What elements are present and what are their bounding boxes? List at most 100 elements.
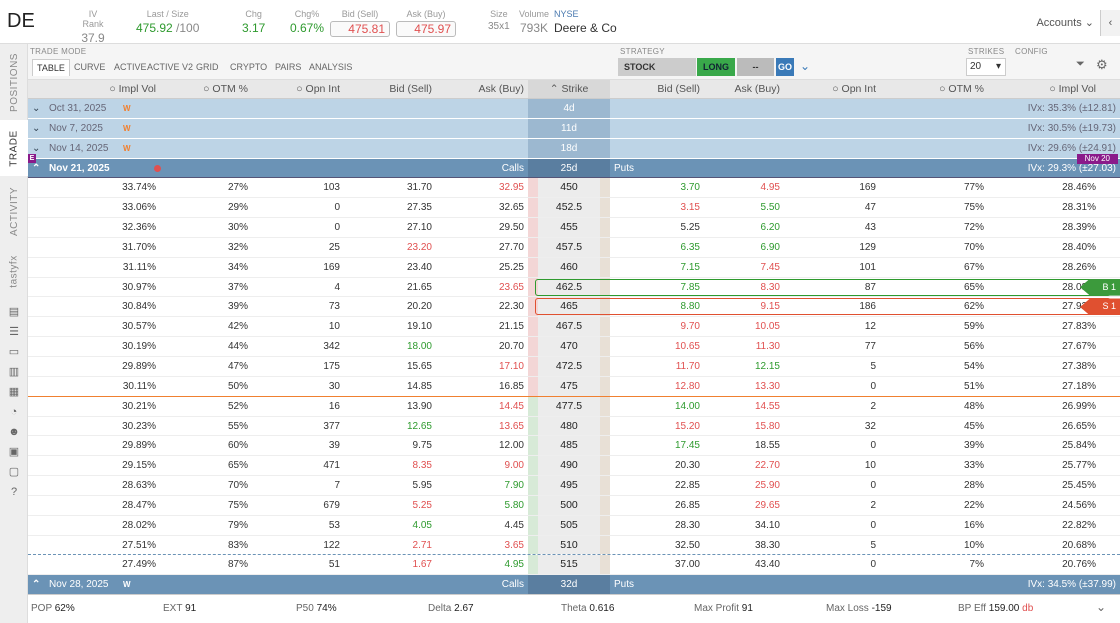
put-ask-cell[interactable]: 5.50 (760, 202, 780, 214)
call-bid-cell[interactable]: 27.10 (406, 222, 432, 234)
call-ask-cell[interactable]: 17.10 (498, 360, 524, 372)
put-bid-cell[interactable]: 12.80 (674, 380, 700, 392)
call-bid-cell[interactable]: 20.20 (406, 301, 432, 313)
col-call-oi[interactable]: ○ Opn Int (296, 83, 340, 95)
put-ask-cell[interactable]: 10.05 (754, 321, 780, 333)
put-bid-cell[interactable]: 5.25 (680, 222, 700, 234)
option-row[interactable]: 33.06% 29% 0 27.35 32.65 3.15 5.50 47 75% 28.31% 4… (28, 198, 1120, 219)
put-bid-cell[interactable]: 8.80 (680, 301, 700, 313)
filter-icon[interactable]: ⏷ (1076, 58, 1085, 70)
put-bid-cell[interactable]: 7.85 (680, 281, 700, 293)
put-bid-cell[interactable]: 3.70 (680, 182, 700, 194)
put-ask-cell[interactable]: 34.10 (754, 519, 780, 531)
put-bid-cell[interactable]: 17.45 (674, 440, 700, 452)
put-ask-cell[interactable]: 13.30 (754, 380, 780, 392)
put-ask-cell[interactable]: 6.20 (760, 222, 780, 234)
chevron-down-icon[interactable]: ⌄ (1095, 600, 1106, 614)
tab-trade[interactable]: TRADE (0, 120, 28, 176)
put-bid-cell[interactable]: 6.35 (680, 241, 700, 253)
option-row[interactable]: 33.74% 27% 103 31.70 32.95 3.70 4.95 169 77% 28.4… (28, 178, 1120, 199)
tab-analysis[interactable]: ANALYSIS (309, 62, 353, 72)
call-ask-cell[interactable]: 14.45 (498, 400, 524, 412)
symbol[interactable]: DE (7, 10, 35, 32)
call-bid-cell[interactable]: 2.71 (412, 539, 432, 551)
option-row[interactable]: 32.36% 30% 0 27.10 29.50 5.25 6.20 43 72% 28.39% 4… (28, 218, 1120, 238)
put-ask-cell[interactable]: 4.95 (760, 182, 780, 194)
col-put-impl-vol[interactable]: ○ Impl Vol (1049, 83, 1096, 95)
direction-toggle[interactable]: -- (737, 58, 774, 76)
put-bid-cell[interactable]: 9.70 (680, 321, 700, 333)
option-row[interactable]: 29.89% 60% 39 9.75 12.00 17.45 18.55 0 39% 25.84%… (28, 436, 1120, 457)
put-bid-cell[interactable]: 37.00 (674, 559, 700, 571)
put-ask-cell[interactable]: 8.30 (760, 281, 780, 293)
call-bid-cell[interactable]: 5.95 (412, 480, 432, 492)
call-ask-cell[interactable]: 16.85 (498, 380, 524, 392)
put-ask-cell[interactable]: 22.70 (754, 460, 780, 472)
buy-leg-tag[interactable]: B 1 (1080, 278, 1120, 296)
col-call-bid[interactable]: Bid (Sell) (389, 83, 432, 95)
col-put-oi[interactable]: ○ Opn Int (832, 83, 876, 95)
call-bid-cell[interactable]: 21.65 (406, 281, 432, 293)
call-bid-cell[interactable]: 8.35 (412, 460, 432, 472)
put-bid-cell[interactable]: 32.50 (674, 539, 700, 551)
put-bid-cell[interactable]: 10.65 (674, 341, 700, 353)
put-ask-cell[interactable]: 29.65 (754, 499, 780, 511)
tab-grid[interactable]: GRID (196, 62, 219, 72)
option-row[interactable]: 29.89% 47% 175 15.65 17.10 11.70 12.15 5 54% 27.3… (28, 356, 1120, 377)
put-bid-cell[interactable]: 15.20 (674, 420, 700, 432)
call-bid-cell[interactable]: 4.05 (412, 519, 432, 531)
call-ask-cell[interactable]: 13.65 (498, 420, 524, 432)
put-ask-cell[interactable]: 14.55 (754, 400, 780, 412)
put-ask-cell[interactable]: 38.30 (754, 539, 780, 551)
call-bid-cell[interactable]: 18.00 (406, 341, 432, 353)
option-row[interactable]: 27.51% 83% 122 2.71 3.65 32.50 38.30 5 10% 20.68%… (28, 535, 1120, 556)
option-row[interactable]: 30.21% 52% 16 13.90 14.45 14.00 14.55 2 48% 26.99… (28, 396, 1120, 417)
call-ask-cell[interactable]: 7.90 (504, 480, 524, 492)
col-strike[interactable]: ⌃ Strike (528, 80, 610, 98)
call-ask-cell[interactable]: 20.70 (498, 341, 524, 353)
go-button[interactable]: GO (776, 58, 794, 76)
long-button[interactable]: LONG (697, 58, 735, 76)
put-ask-cell[interactable]: 9.15 (760, 301, 780, 313)
call-bid-cell[interactable]: 23.20 (406, 241, 432, 253)
put-ask-cell[interactable]: 43.40 (754, 559, 780, 571)
col-put-bid[interactable]: Bid (Sell) (657, 83, 700, 95)
news-icon[interactable]: ▣ (8, 446, 20, 458)
tab-pairs[interactable]: PAIRS (275, 62, 302, 72)
chart-icon[interactable]: ▥ (8, 366, 20, 378)
grid-icon[interactable]: ▦ (8, 386, 20, 398)
col-call-ask[interactable]: Ask (Buy) (478, 83, 524, 95)
expiration-row-open[interactable]: ⌃ Nov 21, 2025 E Calls 25d Puts IVx: 29.… (28, 153, 1120, 179)
call-ask-cell[interactable]: 32.65 (498, 202, 524, 214)
list-icon[interactable]: ☰ (9, 326, 19, 338)
col-call-impl-vol[interactable]: ○ Impl Vol (109, 83, 156, 95)
chevron-down-icon[interactable]: ⌄ (800, 59, 811, 73)
option-row[interactable]: 28.63% 70% 7 5.95 7.90 22.85 25.90 0 28% 25.45% 49… (28, 476, 1120, 496)
call-ask-cell[interactable]: 25.25 (498, 261, 524, 273)
ask-button[interactable]: 475.97 (396, 21, 456, 37)
option-row[interactable]: 31.70% 32% 25 23.20 27.70 6.35 6.90 129 70% 28.40… (28, 237, 1120, 258)
expiration-row-next[interactable]: ⌃ Nov 28, 2025 W Calls 32d Puts IVx: 34.… (28, 575, 1120, 596)
put-ask-cell[interactable]: 7.45 (760, 261, 780, 273)
help-icon[interactable]: ? (10, 486, 18, 498)
sell-leg-tag[interactable]: S 1 (1080, 298, 1120, 316)
tab-crypto[interactable]: CRYPTO (230, 62, 268, 72)
call-bid-cell[interactable]: 1.67 (412, 559, 432, 571)
put-bid-cell[interactable]: 11.70 (675, 360, 700, 372)
option-row[interactable]: 29.15% 65% 471 8.35 9.00 20.30 22.70 10 33% 25.77… (28, 456, 1120, 477)
option-row[interactable]: 30.97% 37% 4 21.65 23.65 7.85 8.30 87 65% 28.03% 4… (28, 277, 1120, 298)
tab-curve[interactable]: CURVE (74, 62, 106, 72)
put-ask-cell[interactable]: 25.90 (754, 480, 780, 492)
strategy-select[interactable]: STOCK (618, 58, 696, 76)
accounts-dropdown[interactable]: Accounts ⌄ (1036, 16, 1094, 29)
put-ask-cell[interactable]: 15.80 (754, 420, 780, 432)
call-ask-cell[interactable]: 9.00 (504, 460, 524, 472)
tab-active[interactable]: ACTIVE (114, 62, 147, 72)
option-row[interactable]: 30.57% 42% 10 19.10 21.15 9.70 10.05 12 59% 27.83… (28, 317, 1120, 338)
tab-active-v2[interactable]: ACTIVE V2 (147, 62, 194, 72)
expiration-row[interactable]: ⌄ Oct 31, 2025 W 4d IVx: 35.3% (±12.81) (28, 99, 1120, 119)
call-ask-cell[interactable]: 32.95 (498, 182, 524, 194)
option-row[interactable]: 30.84% 39% 73 20.20 22.30 8.80 9.15 186 62% 27.92… (28, 297, 1120, 318)
col-put-ask[interactable]: Ask (Buy) (734, 83, 780, 95)
put-ask-cell[interactable]: 12.15 (754, 360, 780, 372)
